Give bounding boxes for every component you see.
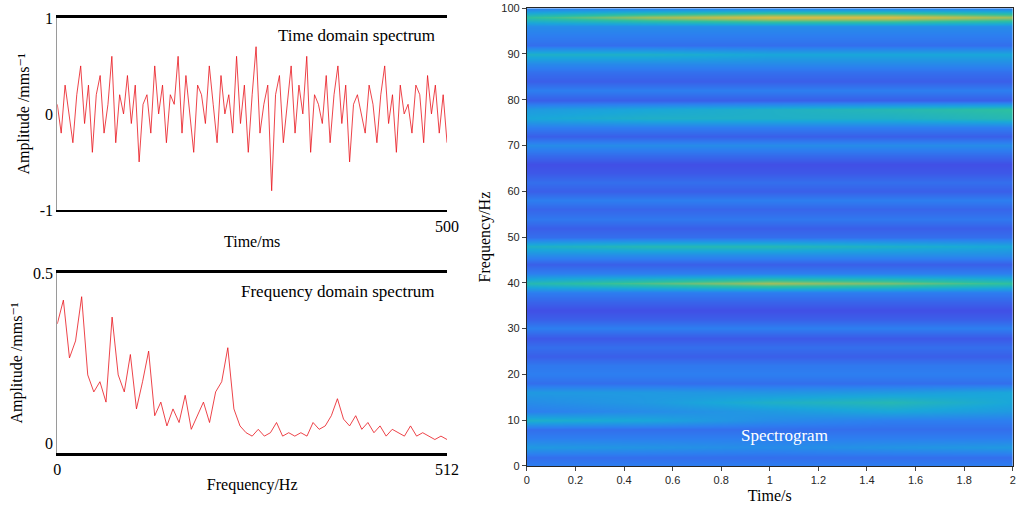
svg-text:20: 20 [507,368,519,380]
svg-text:40: 40 [507,277,519,289]
svg-text:Amplitude /mms⁻¹: Amplitude /mms⁻¹ [8,302,26,423]
svg-text:-1: -1 [40,202,53,219]
svg-text:Frequency domain spectrum: Frequency domain spectrum [241,282,435,301]
svg-text:100: 100 [501,2,519,14]
svg-text:500: 500 [435,218,459,235]
svg-text:0: 0 [524,474,530,486]
svg-text:0: 0 [45,435,53,452]
svg-text:Frequency/Hz: Frequency/Hz [476,192,494,283]
svg-text:Spectrogram: Spectrogram [741,426,828,445]
svg-text:10: 10 [507,414,519,426]
svg-text:0.4: 0.4 [616,474,631,486]
svg-text:1.8: 1.8 [957,474,972,486]
svg-text:50: 50 [507,231,519,243]
svg-text:0.6: 0.6 [665,474,680,486]
svg-text:Time/s: Time/s [748,487,792,504]
svg-text:0: 0 [45,106,53,123]
svg-text:70: 70 [507,139,519,151]
svg-text:Amplitude /mms⁻¹: Amplitude /mms⁻¹ [15,53,33,174]
svg-text:Time domain spectrum: Time domain spectrum [278,26,435,45]
svg-text:60: 60 [507,185,519,197]
svg-text:0.5: 0.5 [33,264,53,281]
svg-text:0: 0 [514,460,520,472]
svg-text:1: 1 [767,474,773,486]
svg-text:0: 0 [53,461,61,478]
svg-text:512: 512 [435,461,459,478]
svg-text:80: 80 [507,94,519,106]
svg-text:Time/ms: Time/ms [224,233,280,250]
svg-text:1.6: 1.6 [908,474,923,486]
svg-text:Frequency/Hz: Frequency/Hz [207,476,298,494]
svg-text:0.2: 0.2 [568,474,583,486]
svg-text:1: 1 [45,10,53,27]
svg-text:1.2: 1.2 [811,474,826,486]
svg-text:1.4: 1.4 [859,474,874,486]
svg-text:30: 30 [507,322,519,334]
svg-text:0.8: 0.8 [714,474,729,486]
svg-text:90: 90 [507,48,519,60]
svg-text:2: 2 [1010,474,1016,486]
